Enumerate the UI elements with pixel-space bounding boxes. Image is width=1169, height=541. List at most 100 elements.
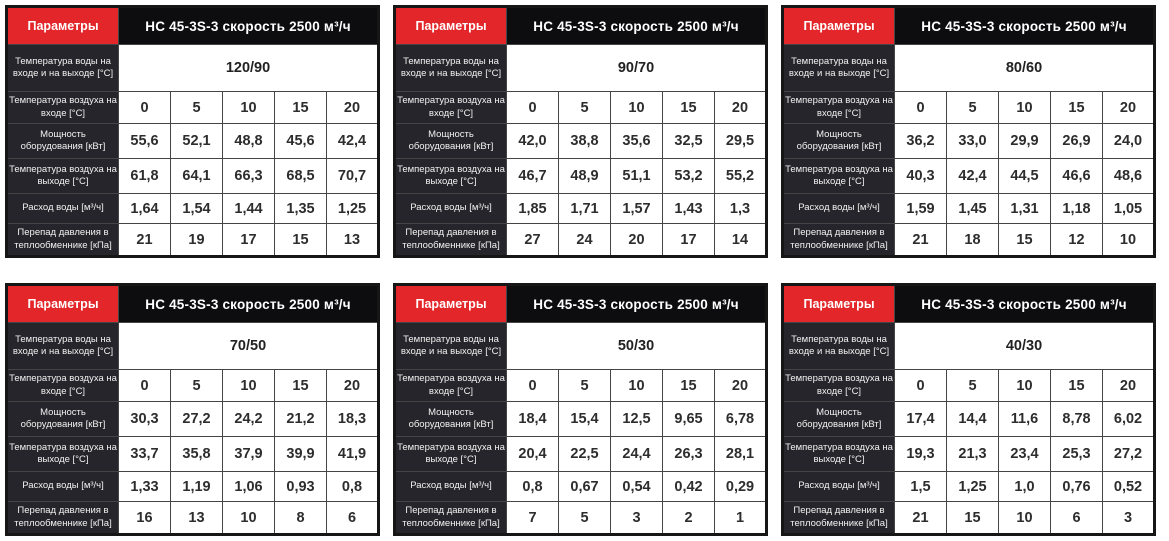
water-flow-value: 1,44 [222,193,275,224]
row-label-water-temp: Температура воды на входе и на выходе [°… [6,44,119,92]
row-label-water-temp: Температура воды на входе и на выходе [°… [394,44,507,92]
pressure-drop-value: 17 [662,223,715,257]
water-temp-value: 40/30 [894,322,1155,370]
params-header-cell: Параметры [6,284,119,323]
equipment-power-value: 45,6 [274,123,327,159]
air-inlet-temp-value: 15 [662,369,715,402]
pressure-drop-value: 21 [894,501,947,535]
row-label-water-temp: Температура воды на входе и на выходе [°… [782,322,895,370]
pressure-drop-value: 19 [170,223,223,257]
pressure-drop-value: 21 [118,223,171,257]
equipment-power-value: 11,6 [998,401,1051,437]
air-inlet-temp-value: 10 [610,91,663,124]
water-flow-value: 1,59 [894,193,947,224]
air-inlet-temp-value: 0 [506,369,559,402]
air-inlet-temp-value: 0 [118,91,171,124]
water-flow-value: 0,52 [1102,471,1155,502]
equipment-power-value: 33,0 [946,123,999,159]
spec-table-120-90: Параметры НС 45-3S-3 скорость 2500 м³/ч Те… [5,5,380,258]
row-label-water-flow: Расход воды [м³/ч] [394,471,507,502]
air-outlet-temp-value: 42,4 [946,158,999,194]
equipment-power-value: 38,8 [558,123,611,159]
pressure-drop-value: 12 [1050,223,1103,257]
pressure-drop-value: 3 [1102,501,1155,535]
water-flow-value: 1,5 [894,471,947,502]
air-outlet-temp-value: 61,8 [118,158,171,194]
equipment-power-value: 26,9 [1050,123,1103,159]
air-outlet-temp-value: 35,8 [170,436,223,472]
air-outlet-temp-value: 24,4 [610,436,663,472]
row-label-water-flow: Расход воды [м³/ч] [394,193,507,224]
air-outlet-temp-value: 44,5 [998,158,1051,194]
row-label-water-flow: Расход воды [м³/ч] [6,471,119,502]
air-outlet-temp-value: 23,4 [998,436,1051,472]
equipment-power-value: 52,1 [170,123,223,159]
row-label-air-inlet-temp: Температура воздуха на входе [°C] [394,91,507,124]
air-outlet-temp-value: 64,1 [170,158,223,194]
air-inlet-temp-value: 20 [714,369,767,402]
equipment-power-value: 42,0 [506,123,559,159]
spec-table-40-30: Параметры НС 45-3S-3 скорость 2500 м³/ч Те… [781,283,1156,536]
pressure-drop-value: 15 [946,501,999,535]
pressure-drop-value: 16 [118,501,171,535]
row-label-water-temp: Температура воды на входе и на выходе [°… [782,44,895,92]
pressure-drop-value: 10 [222,501,275,535]
water-temp-value: 80/60 [894,44,1155,92]
water-flow-value: 1,25 [326,193,379,224]
table-title: НС 45-3S-3 скорость 2500 м³/ч [894,284,1155,323]
pressure-drop-value: 14 [714,223,767,257]
row-label-equipment-power: Мощность оборудования [кВт] [6,123,119,159]
air-outlet-temp-value: 27,2 [1102,436,1155,472]
row-label-air-outlet-temp: Температура воздуха на выходе [°C] [6,436,119,472]
row-label-air-inlet-temp: Температура воздуха на входе [°C] [782,369,895,402]
air-outlet-temp-value: 46,6 [1050,158,1103,194]
table-title: НС 45-3S-3 скорость 2500 м³/ч [506,6,767,45]
pressure-drop-value: 6 [326,501,379,535]
equipment-power-value: 18,3 [326,401,379,437]
air-outlet-temp-value: 20,4 [506,436,559,472]
water-flow-value: 0,29 [714,471,767,502]
pressure-drop-value: 3 [610,501,663,535]
air-outlet-temp-value: 70,7 [326,158,379,194]
row-label-air-outlet-temp: Температура воздуха на выходе [°C] [394,436,507,472]
equipment-power-value: 27,2 [170,401,223,437]
air-inlet-temp-value: 0 [118,369,171,402]
pressure-drop-value: 5 [558,501,611,535]
water-flow-value: 1,3 [714,193,767,224]
equipment-power-value: 14,4 [946,401,999,437]
air-outlet-temp-value: 55,2 [714,158,767,194]
water-flow-value: 0,8 [506,471,559,502]
water-flow-value: 1,06 [222,471,275,502]
pressure-drop-value: 13 [170,501,223,535]
spec-table-50-30: Параметры НС 45-3S-3 скорость 2500 м³/ч Те… [393,283,768,536]
pressure-drop-value: 10 [998,501,1051,535]
table-title: НС 45-3S-3 скорость 2500 м³/ч [506,284,767,323]
row-label-air-outlet-temp: Температура воздуха на выходе [°C] [6,158,119,194]
row-label-water-flow: Расход воды [м³/ч] [6,193,119,224]
row-label-pressure-drop: Перепад давления в теплообменнике [кПа] [782,501,895,535]
air-inlet-temp-value: 15 [1050,91,1103,124]
air-inlet-temp-value: 5 [170,91,223,124]
row-label-pressure-drop: Перепад давления в теплообменнике [кПа] [394,501,507,535]
equipment-power-value: 55,6 [118,123,171,159]
table-title: НС 45-3S-3 скорость 2500 м³/ч [894,6,1155,45]
air-inlet-temp-value: 15 [662,91,715,124]
air-inlet-temp-value: 10 [610,369,663,402]
water-flow-value: 0,93 [274,471,327,502]
water-flow-value: 1,35 [274,193,327,224]
row-label-pressure-drop: Перепад давления в теплообменнике [кПа] [394,223,507,257]
air-outlet-temp-value: 68,5 [274,158,327,194]
pressure-drop-value: 18 [946,223,999,257]
equipment-power-value: 17,4 [894,401,947,437]
water-flow-value: 1,71 [558,193,611,224]
air-inlet-temp-value: 10 [998,91,1051,124]
equipment-power-value: 24,2 [222,401,275,437]
water-temp-value: 120/90 [118,44,379,92]
air-inlet-temp-value: 20 [714,91,767,124]
pressure-drop-value: 10 [1102,223,1155,257]
table-title: НС 45-3S-3 скорость 2500 м³/ч [118,6,379,45]
equipment-power-value: 36,2 [894,123,947,159]
air-outlet-temp-value: 46,7 [506,158,559,194]
row-label-water-temp: Температура воды на входе и на выходе [°… [394,322,507,370]
